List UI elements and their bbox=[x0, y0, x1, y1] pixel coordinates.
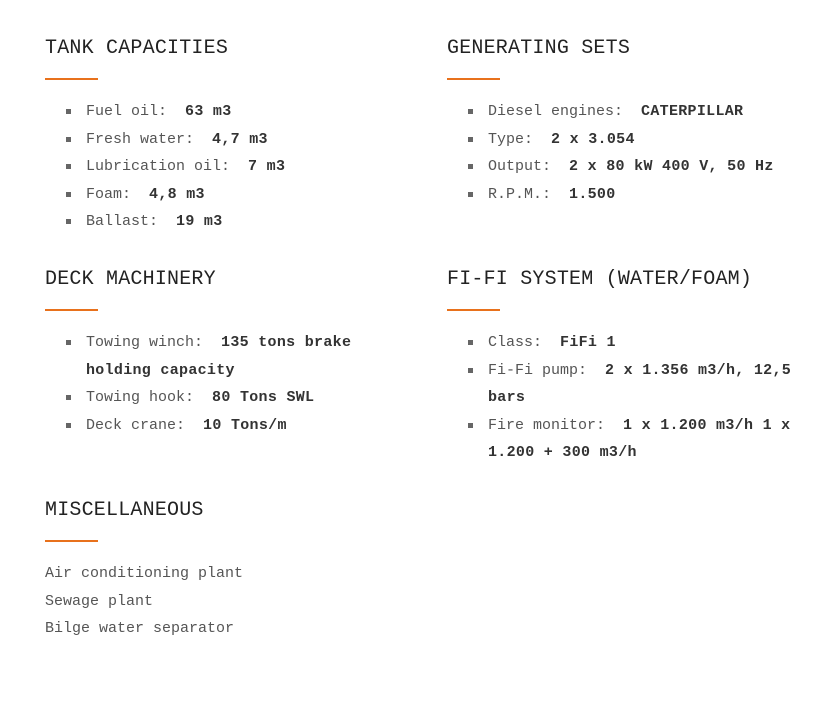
spec-item: Class: FiFi 1 bbox=[468, 329, 817, 357]
spec-value: 1.500 bbox=[569, 185, 616, 203]
spec-label: Class: bbox=[488, 334, 543, 351]
spec-label: Foam: bbox=[86, 185, 132, 203]
spec-item: Foam: 4,8 m3 bbox=[66, 181, 415, 209]
spec-label: R.P.M.: bbox=[488, 185, 552, 203]
spec-value: CATERPILLAR bbox=[641, 103, 744, 120]
section-title: MISCELLANEOUS bbox=[45, 499, 204, 522]
spec-item: Fire monitor: 1 x 1.200 m3/h 1 x 1.200 +… bbox=[468, 412, 817, 467]
spec-value: FiFi 1 bbox=[560, 334, 616, 351]
title-underline bbox=[45, 540, 98, 542]
spec-label: Deck crane: bbox=[86, 416, 186, 434]
spec-list: Fuel oil: 63 m3 Fresh water: 4,7 m3 Lubric… bbox=[45, 98, 415, 236]
spec-label: Fresh water: bbox=[86, 130, 195, 148]
spec-label: Towing winch: bbox=[86, 334, 204, 351]
spec-item: Ballast: 19 m3 bbox=[66, 208, 415, 236]
spec-label: Fi-Fi pump: bbox=[488, 361, 588, 379]
spec-item: Type: 2 x 3.054 bbox=[468, 126, 817, 154]
misc-item: Bilge water separator bbox=[45, 620, 235, 637]
section-title: GENERATING SETS bbox=[447, 37, 631, 60]
spec-label: Fire monitor: bbox=[488, 416, 606, 434]
spec-item: Lubrication oil: 7 m3 bbox=[66, 153, 415, 181]
spec-value: 7 m3 bbox=[248, 158, 286, 175]
title-underline bbox=[447, 309, 500, 311]
spec-item: Output: 2 x 80 kW 400 V, 50 Hz bbox=[468, 153, 817, 181]
section-generating-sets: GENERATING SETS Diesel engines: CATERPILL… bbox=[447, 37, 817, 208]
spec-item: Towing hook: 80 Tons SWL bbox=[66, 384, 415, 412]
spec-label: Fuel oil: bbox=[86, 103, 168, 120]
title-underline bbox=[45, 309, 98, 311]
spec-value: 135 tons brake holding capacity bbox=[86, 334, 352, 379]
spec-value: 10 Tons/m bbox=[203, 416, 287, 434]
spec-item: Towing winch: 135 tons brake holding cap… bbox=[66, 329, 415, 384]
section-fifi-system: FI-FI SYSTEM (WATER/FOAM) Class: FiFi 1 Fi… bbox=[447, 268, 817, 467]
section-tank-capacities: TANK CAPACITIES Fuel oil: 63 m3 Fresh wate… bbox=[45, 37, 415, 236]
spec-label: Diesel engines: bbox=[488, 103, 624, 120]
spec-value: 2 x 1.356 m3/h, 12,5 bars bbox=[488, 361, 792, 407]
spec-label: Ballast: bbox=[86, 213, 159, 230]
spec-label: Towing hook: bbox=[86, 389, 195, 406]
spec-item: Diesel engines: CATERPILLAR bbox=[468, 98, 817, 126]
spec-value: 4,7 m3 bbox=[212, 130, 268, 148]
title-underline bbox=[45, 78, 98, 80]
spec-list: Towing winch: 135 tons brake holding cap… bbox=[45, 329, 415, 439]
spec-item: R.P.M.: 1.500 bbox=[468, 181, 817, 209]
spec-item: Deck crane: 10 Tons/m bbox=[66, 412, 415, 440]
misc-list: Air conditioning plant Sewage plant Bilge … bbox=[45, 560, 415, 643]
spec-value: 4,8 m3 bbox=[149, 185, 205, 203]
misc-item: Air conditioning plant bbox=[45, 565, 244, 582]
spec-list: Class: FiFi 1 Fi-Fi pump: 2 x 1.356 m3/h,… bbox=[447, 329, 817, 467]
spec-value: 2 x 3.054 bbox=[551, 130, 635, 148]
section-title: DECK MACHINERY bbox=[45, 268, 216, 291]
spec-item: Fuel oil: 63 m3 bbox=[66, 98, 415, 126]
title-underline bbox=[447, 78, 500, 80]
section-title: TANK CAPACITIES bbox=[45, 37, 229, 60]
spec-list: Diesel engines: CATERPILLAR Type: 2 x 3.0… bbox=[447, 98, 817, 208]
spec-value: 80 Tons SWL bbox=[212, 389, 315, 406]
spec-value: 2 x 80 kW 400 V, 50 Hz bbox=[569, 158, 774, 175]
section-title: FI-FI SYSTEM (WATER/FOAM) bbox=[447, 268, 753, 291]
section-deck-machinery: DECK MACHINERY Towing winch: 135 tons bra… bbox=[45, 268, 415, 439]
spec-value: 63 m3 bbox=[185, 103, 232, 120]
spec-label: Lubrication oil: bbox=[86, 158, 231, 175]
spec-item: Fresh water: 4,7 m3 bbox=[66, 126, 415, 154]
section-miscellaneous: MISCELLANEOUS Air conditioning plant Sewag… bbox=[45, 499, 415, 643]
spec-item: Fi-Fi pump: 2 x 1.356 m3/h, 12,5 bars bbox=[468, 357, 817, 412]
spec-value: 1 x 1.200 m3/h 1 x 1.200 + 300 m3/h bbox=[488, 416, 791, 462]
spec-value: 19 m3 bbox=[176, 213, 223, 230]
spec-label: Output: bbox=[488, 158, 552, 175]
spec-label: Type: bbox=[488, 130, 534, 148]
misc-item: Sewage plant bbox=[45, 592, 154, 610]
